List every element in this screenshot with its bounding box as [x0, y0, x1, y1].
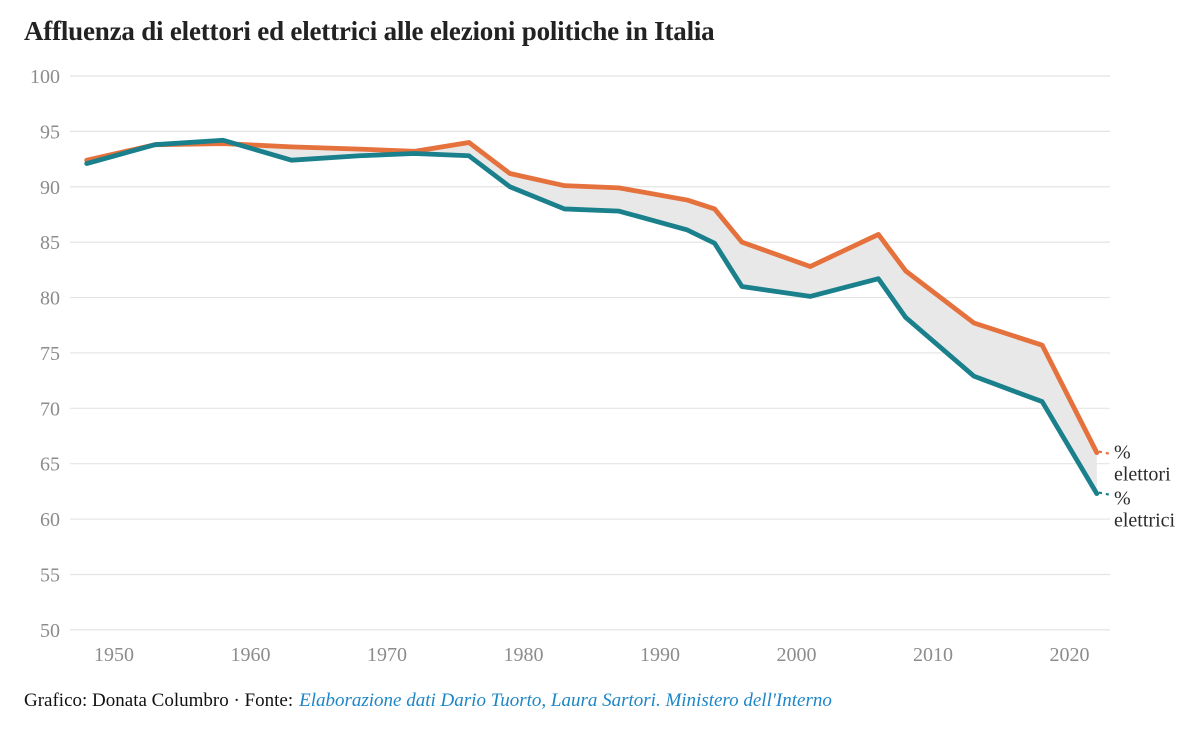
x-tick-label: 2000 — [777, 644, 817, 666]
series-end-label: % elettori — [1114, 442, 1171, 486]
x-tick-label: 1980 — [504, 644, 544, 666]
chart-title: Affluenza di elettori ed elettrici alle … — [24, 16, 715, 46]
end-leader-dash — [1098, 491, 1110, 496]
axis-ticks-group: 50 55 60 65 70 75 80 85 90 95 100 1950 1960 1970 1980 1… — [30, 66, 1090, 666]
series-lines-group — [84, 137, 1100, 497]
series-line-elettori — [84, 140, 1100, 456]
end-leader-dash — [1098, 450, 1110, 455]
gap-band-group — [86, 140, 1097, 494]
y-tick-label: 85 — [40, 232, 60, 254]
y-tick-label: 80 — [40, 288, 60, 310]
gridlines-group — [70, 75, 1110, 631]
end-labels-group: % elettori% elettrici — [1098, 442, 1176, 532]
y-tick-label: 75 — [40, 343, 60, 365]
series-end-label-line: elettrici — [1114, 510, 1176, 532]
series-end-label-line: elettori — [1114, 464, 1171, 486]
gender-gap-band — [86, 140, 1097, 494]
footer: Grafico: Donata Columbro · Fonte: Elabora… — [24, 690, 832, 712]
footer-credit: Grafico: Donata Columbro · Fonte: — [24, 690, 294, 711]
y-tick-label: 100 — [30, 66, 60, 88]
y-tick-label: 65 — [40, 454, 60, 476]
y-tick-label: 95 — [40, 121, 60, 143]
y-tick-label: 70 — [40, 398, 60, 420]
y-tick-label: 55 — [40, 564, 60, 586]
series-end-label-line: % — [1114, 442, 1131, 464]
series-end-label-line: % — [1114, 488, 1131, 510]
y-tick-label: 90 — [40, 177, 60, 199]
x-tick-label: 2020 — [1050, 644, 1090, 666]
y-tick-label: 50 — [40, 620, 60, 642]
footer-source-link[interactable]: Elaborazione dati Dario Tuorto, Laura Sa… — [299, 690, 832, 711]
y-tick-label: 60 — [40, 509, 60, 531]
x-tick-label: 1990 — [640, 644, 680, 666]
x-tick-label: 1960 — [231, 644, 271, 666]
series-end-label: % elettrici — [1114, 488, 1176, 532]
x-tick-label: 1950 — [94, 644, 134, 666]
series-line-elettrici — [84, 137, 1100, 497]
x-tick-label: 2010 — [913, 644, 953, 666]
x-tick-label: 1970 — [367, 644, 407, 666]
